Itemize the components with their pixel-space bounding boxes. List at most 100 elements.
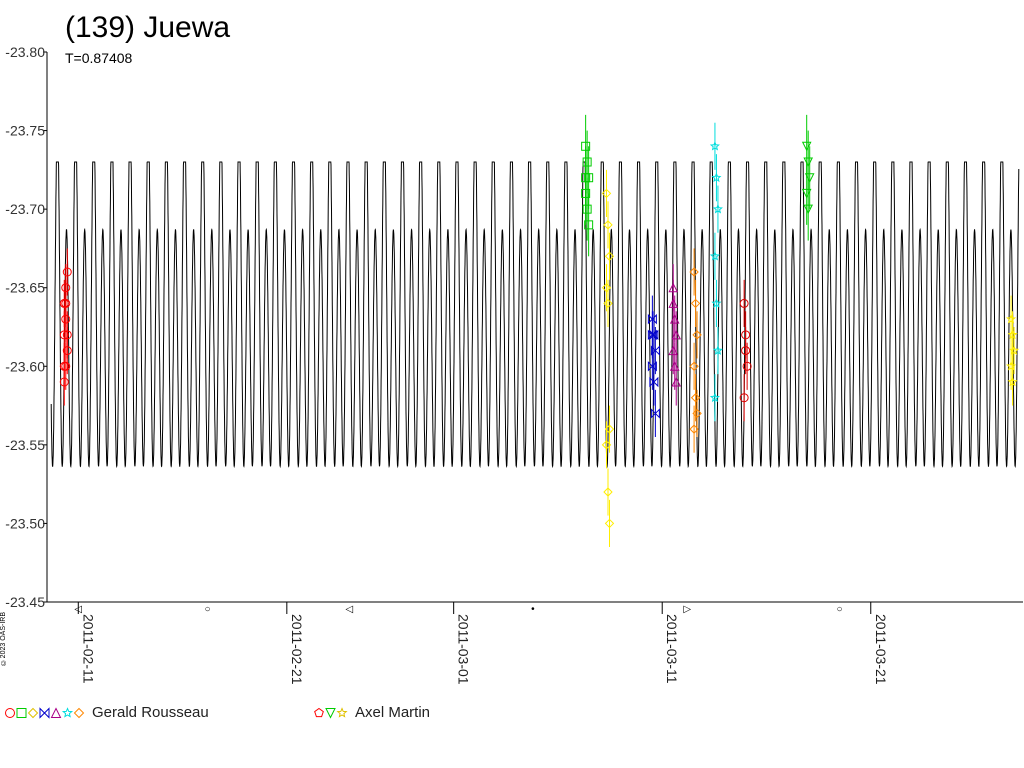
legend-symbol [39,707,50,719]
plot-axes [46,52,1023,603]
data-point [690,393,701,403]
data-point [647,329,657,341]
data-point [711,172,722,183]
legend-label: Gerald Rousseau [92,703,209,721]
legend-symbols [5,707,85,719]
legend: Gerald Rousseau Axel Martin [0,703,1024,725]
lightcurve-plot: 2011-02-11 2011-02-21 2011-03-01 2011-03-11… [5,44,1023,685]
data-point [603,220,613,230]
data-point [62,267,72,277]
data-point [59,330,69,340]
moon-phase-marker: ◁ [346,604,354,615]
observation-group [1006,295,1020,406]
y-tick-label: -23.70 [5,201,45,217]
moon-phase-marker: ▷ [683,604,691,615]
y-tick-label: -23.60 [5,358,45,374]
data-point [604,251,615,261]
observation-group [668,264,682,406]
data-point [668,298,679,308]
x-tick-label: 2011-03-11 [664,614,680,684]
observation-group [647,295,660,437]
observation-points [59,114,1020,547]
data-point [582,204,592,214]
legend-symbol [325,708,336,719]
observation-group [581,114,594,257]
observation-group [59,248,72,406]
observation-group [601,169,615,547]
copyright-text: ©2023 OAS-IRB [0,612,7,666]
model-curve [50,161,1020,469]
data-point [671,376,682,387]
data-point [709,141,720,151]
y-tick-label: -23.65 [5,280,45,296]
observation-group [801,114,815,241]
data-point [711,298,722,308]
y-tick-label: -23.55 [5,437,45,453]
x-axis-ticks: 2011-02-11 2011-02-21 2011-03-01 2011-03-11… [77,602,889,685]
data-point [603,487,613,497]
data-point [689,424,699,434]
chart-title: (139) Juewa [65,11,231,44]
data-point [709,251,720,261]
data-point [650,345,660,356]
data-point [739,393,749,403]
data-point [581,173,591,183]
data-point [601,188,612,199]
legend-symbol [27,707,39,719]
data-point [739,298,749,308]
observation-group [739,279,752,422]
data-point [742,361,752,371]
data-point [1007,376,1018,387]
y-axis-ticks: -23.80 -23.75 -23.70 -23.65 -23.60 -23.55 -23.… [5,44,47,610]
data-point [712,345,723,355]
data-point [1006,313,1017,324]
legend-symbols [314,707,348,719]
data-point [582,157,592,167]
data-point [709,392,720,403]
observation-group [689,248,702,453]
data-point [604,518,615,529]
data-point [1006,361,1017,371]
moon-phase-marker: • [531,604,535,615]
data-point [1007,329,1018,340]
data-point [603,298,613,309]
data-point [689,361,699,371]
legend-symbol [50,707,62,718]
y-tick-label: -23.75 [5,123,45,139]
legend-symbol [73,707,85,719]
data-point [61,361,71,371]
data-point [690,298,701,309]
legend-symbol [336,707,348,718]
legend-entry-gerald-rousseau: Gerald Rousseau [4,703,209,721]
data-point [584,220,594,230]
y-tick-label: -23.45 [5,594,45,610]
data-point [650,408,660,419]
data-point [692,330,702,340]
data-point [62,346,72,356]
moon-phase-marker: ○ [836,604,842,615]
legend-symbol [16,708,27,718]
moon-phase-markers: ◁ ○ ◁ • ▷ ○ [74,604,842,615]
moon-phase-marker: ○ [205,604,211,615]
data-point [689,267,699,277]
data-point [671,329,682,340]
moon-phase-marker: ◁ [74,604,82,615]
data-point [61,298,71,308]
data-point [712,203,723,214]
data-point [601,440,612,450]
legend-entry-axel-martin: Axel Martin [313,703,430,721]
x-tick-label: 2011-02-21 [289,614,305,685]
legend-symbol [5,708,15,718]
observation-group [709,122,723,422]
legend-label: Axel Martin [355,703,431,721]
y-tick-label: -23.50 [5,515,45,531]
x-tick-label: 2011-03-21 [873,614,889,685]
chart-subtitle: T=0.87408 [65,50,133,66]
x-tick-label: 2011-02-11 [80,614,96,684]
data-point [601,283,612,293]
x-tick-label: 2011-03-01 [456,614,472,685]
data-point [59,377,69,387]
legend-symbol [61,707,74,718]
data-point [803,204,814,215]
model-lightcurve-line [50,161,1020,469]
